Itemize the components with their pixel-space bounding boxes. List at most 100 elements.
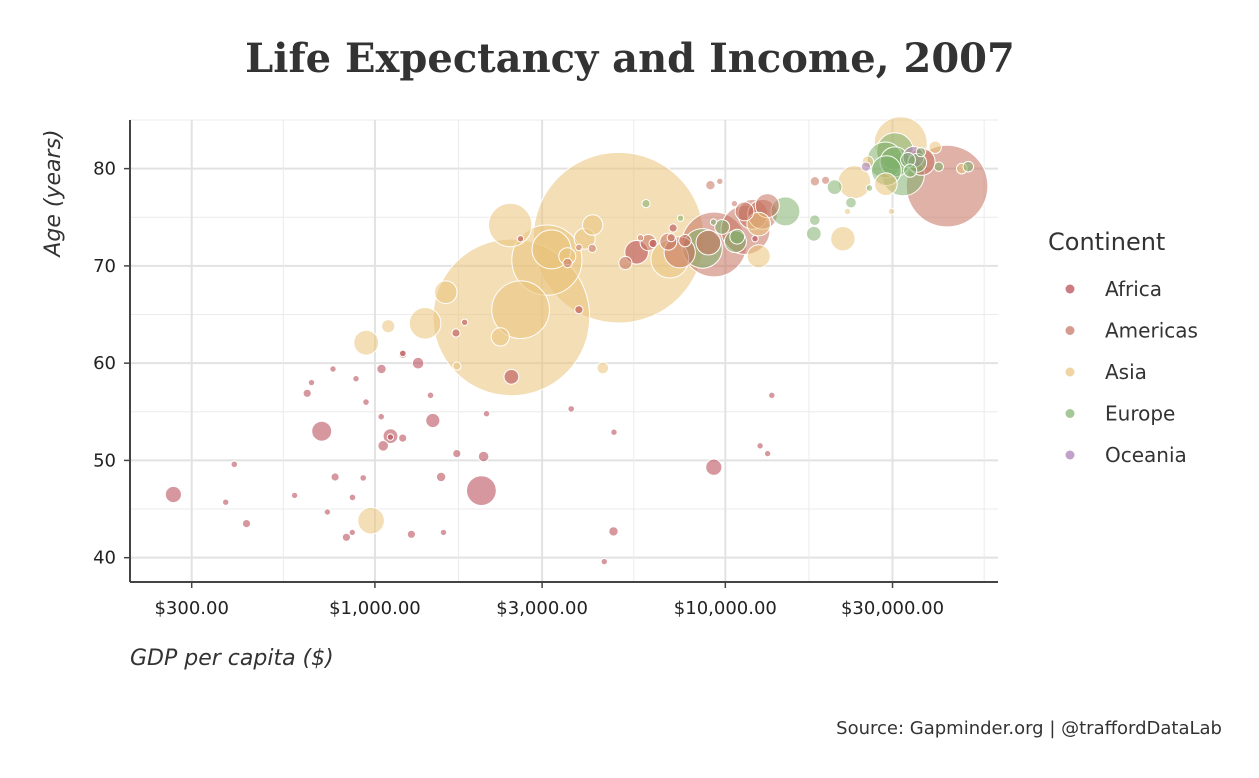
bubble-europe <box>676 214 685 222</box>
bubble-africa <box>668 223 678 233</box>
bubble-africa <box>763 449 772 458</box>
x-tick-label: $3,000.00 <box>496 598 588 619</box>
bubble-americas <box>618 255 633 271</box>
bubble-europe <box>729 228 746 245</box>
bubble-africa <box>406 529 416 539</box>
bubble-asia <box>887 207 896 216</box>
y-axis-label: Age (years) <box>41 129 66 258</box>
bubble-asia <box>434 280 458 305</box>
bubble-asia <box>488 202 533 248</box>
bubble-africa <box>230 460 239 469</box>
bubble-africa <box>751 235 759 243</box>
bubble-africa <box>164 485 182 504</box>
bubble-americas <box>636 234 645 242</box>
legend-swatch-europe <box>1065 409 1075 418</box>
legend-label-americas: Americas <box>1105 319 1198 343</box>
y-tick-label: 60 <box>93 353 116 374</box>
bubble-americas <box>809 176 821 187</box>
x-axis-label: GDP per capita ($) <box>130 646 334 671</box>
bubble-africa <box>341 532 351 542</box>
bubble-asia <box>582 214 604 236</box>
bubble-africa <box>425 412 441 429</box>
bubble-africa <box>503 368 520 385</box>
x-tick-label: $10,000.00 <box>674 598 777 619</box>
bubble-africa <box>329 365 337 373</box>
bubble-europe <box>641 199 651 209</box>
bubble-asia <box>491 280 550 340</box>
bubble-africa <box>222 498 230 506</box>
bubble-africa <box>386 433 395 441</box>
bubble-africa <box>600 557 608 566</box>
legend-title: Continent <box>1048 228 1165 256</box>
bubble-africa <box>439 528 448 537</box>
bubble-europe <box>709 218 718 226</box>
bubble-americas <box>575 243 583 252</box>
bubble-americas <box>705 180 716 191</box>
bubble-africa <box>290 491 299 500</box>
bubble-asia <box>452 361 462 371</box>
bubble-africa <box>608 526 619 537</box>
bubble-africa <box>567 405 576 413</box>
bubble-asia <box>843 207 852 216</box>
bubble-africa <box>348 493 357 502</box>
bubble-africa <box>648 238 658 249</box>
bubble-africa <box>398 433 408 443</box>
legend: Continent Africa Americas Asia Europe Oceani… <box>1048 228 1198 467</box>
tick-labels: 40 50 60 70 80 $300.00 $1,000.00 $3,000.00 $10,0… <box>93 159 944 619</box>
x-tick-label: $300.00 <box>154 598 228 619</box>
bubble-europe <box>805 225 822 242</box>
y-tick-label: 80 <box>93 159 116 180</box>
bubble-americas <box>695 229 722 256</box>
bubble-oceania <box>860 161 872 172</box>
bubble-americas <box>562 257 573 269</box>
bubble-africa <box>426 391 435 400</box>
bubble-europe <box>826 179 843 196</box>
bubble-europe <box>915 146 926 158</box>
bubbles <box>164 116 989 566</box>
legend-label-asia: Asia <box>1105 360 1147 384</box>
bubble-asia <box>381 319 396 334</box>
legend-swatch-asia <box>1065 367 1075 377</box>
bubble-africa <box>376 363 387 375</box>
bubble-africa <box>705 458 723 476</box>
source-caption: Source: Gapminder.org | @traffordDataLab <box>836 718 1222 739</box>
bubble-europe <box>845 196 857 209</box>
bubble-africa <box>323 508 332 516</box>
bubble-africa <box>377 412 386 421</box>
x-tick-label: $30,000.00 <box>841 598 944 619</box>
bubble-africa <box>302 388 312 398</box>
chart-title: Life Expectancy and Income, 2007 <box>245 35 1015 82</box>
bubble-africa <box>311 420 333 442</box>
bubble-asia <box>746 211 772 237</box>
bubble-africa <box>411 356 425 370</box>
bubble-asia <box>874 172 898 196</box>
bubble-asia <box>408 307 442 340</box>
bubble-africa <box>377 440 390 452</box>
bubble-europe <box>933 161 944 172</box>
bubble-africa <box>451 328 461 338</box>
bubble-asia <box>357 506 385 535</box>
bubble-africa <box>768 391 776 399</box>
bubble-asia <box>596 361 610 375</box>
y-tick-label: 70 <box>93 256 116 277</box>
bubble-europe <box>962 160 975 173</box>
bubble-africa <box>466 475 497 507</box>
bubble-americas <box>821 175 831 185</box>
bubble-americas <box>716 177 724 186</box>
bubble-africa <box>435 471 447 483</box>
legend-swatch-africa <box>1065 284 1075 294</box>
legend-swatch-americas <box>1065 326 1075 335</box>
bubble-africa <box>482 410 491 418</box>
bubble-americas <box>730 199 739 208</box>
bubble-africa <box>348 528 356 537</box>
bubble-americas <box>734 201 755 222</box>
y-tick-label: 40 <box>93 548 116 569</box>
bubble-europe <box>865 184 874 192</box>
bubble-africa <box>574 305 584 315</box>
bubble-asia <box>490 327 510 347</box>
bubble-africa <box>241 519 252 529</box>
bubble-africa <box>610 428 618 436</box>
bubble-europe <box>809 214 821 226</box>
bubble-africa <box>399 349 407 358</box>
